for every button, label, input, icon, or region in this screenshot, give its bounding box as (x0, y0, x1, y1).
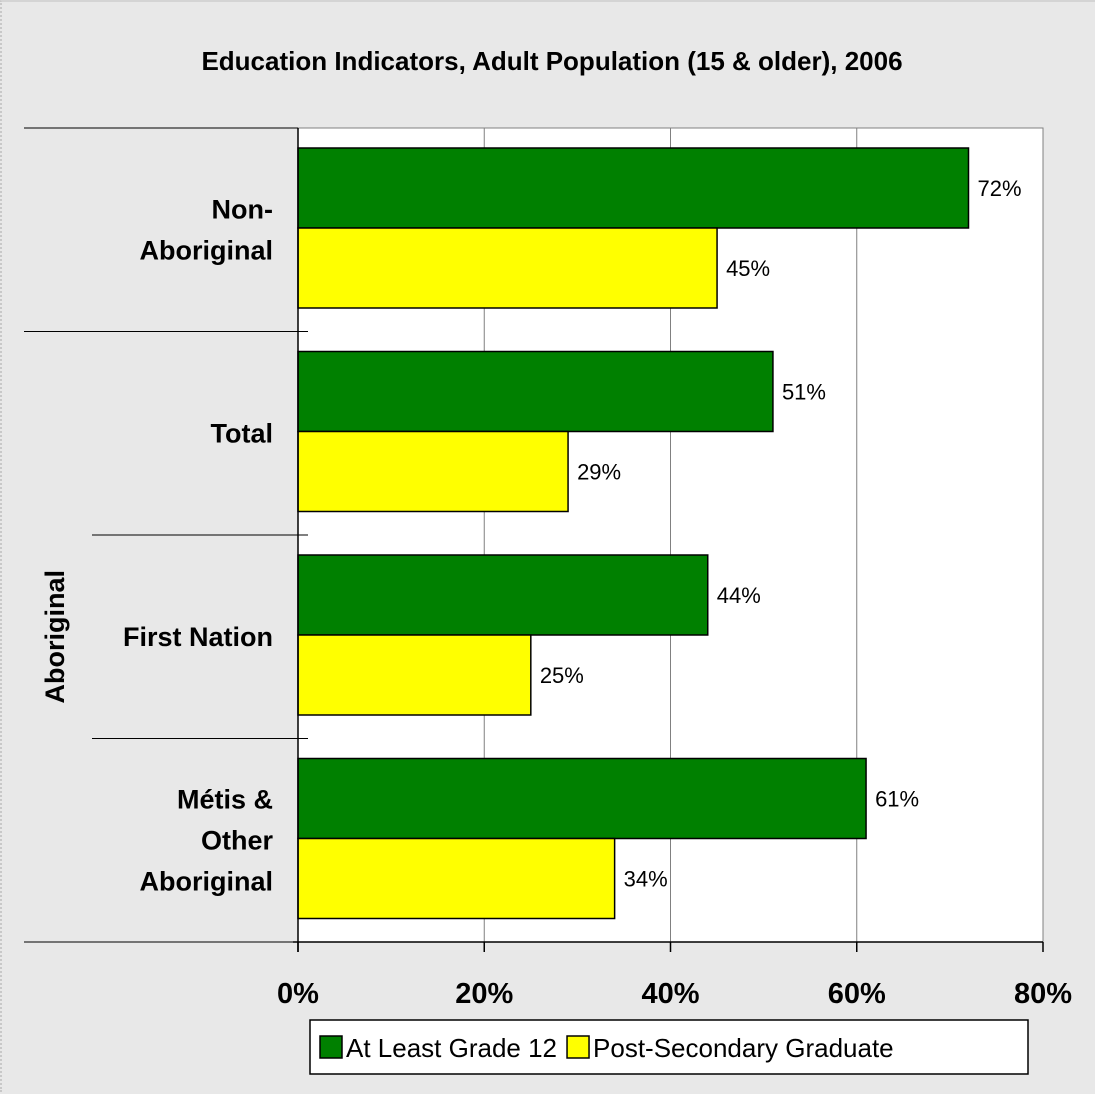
chart-title: Education Indicators, Adult Population (… (201, 46, 902, 76)
category-label: Other (201, 825, 274, 855)
data-label: 45% (726, 256, 770, 281)
x-tick-label: 60% (828, 978, 886, 1010)
legend-swatch (566, 1035, 590, 1059)
bar (297, 430, 569, 513)
data-label: 61% (875, 787, 919, 812)
bar (297, 757, 867, 840)
legend-swatch (319, 1035, 343, 1059)
group-label: Aboriginal (40, 570, 70, 704)
category-label: Non- (212, 194, 273, 224)
x-tick-label: 0% (277, 978, 319, 1010)
data-label: 25% (540, 663, 584, 688)
legend (309, 1019, 1029, 1075)
legend-label: Post-Secondary Graduate (593, 1033, 894, 1063)
bar (297, 350, 774, 433)
data-label: 72% (978, 176, 1022, 201)
bar (297, 634, 532, 716)
data-label: 34% (624, 867, 668, 892)
bar (297, 147, 970, 229)
category-label: Total (211, 418, 274, 448)
x-tick-label: 20% (455, 978, 513, 1010)
bar (297, 227, 718, 309)
x-tick-label: 40% (641, 978, 699, 1010)
category-label: Aboriginal (140, 866, 274, 896)
x-tick-label: 80% (1014, 978, 1072, 1010)
category-label: Métis & (177, 784, 273, 814)
data-label: 51% (782, 380, 826, 405)
data-label: 44% (717, 583, 761, 608)
bar (297, 554, 709, 636)
data-label: 29% (577, 460, 621, 485)
category-label: First Nation (123, 622, 273, 652)
category-label: Aboriginal (140, 235, 274, 265)
bar (297, 837, 616, 920)
legend-label: At Least Grade 12 (346, 1033, 557, 1063)
